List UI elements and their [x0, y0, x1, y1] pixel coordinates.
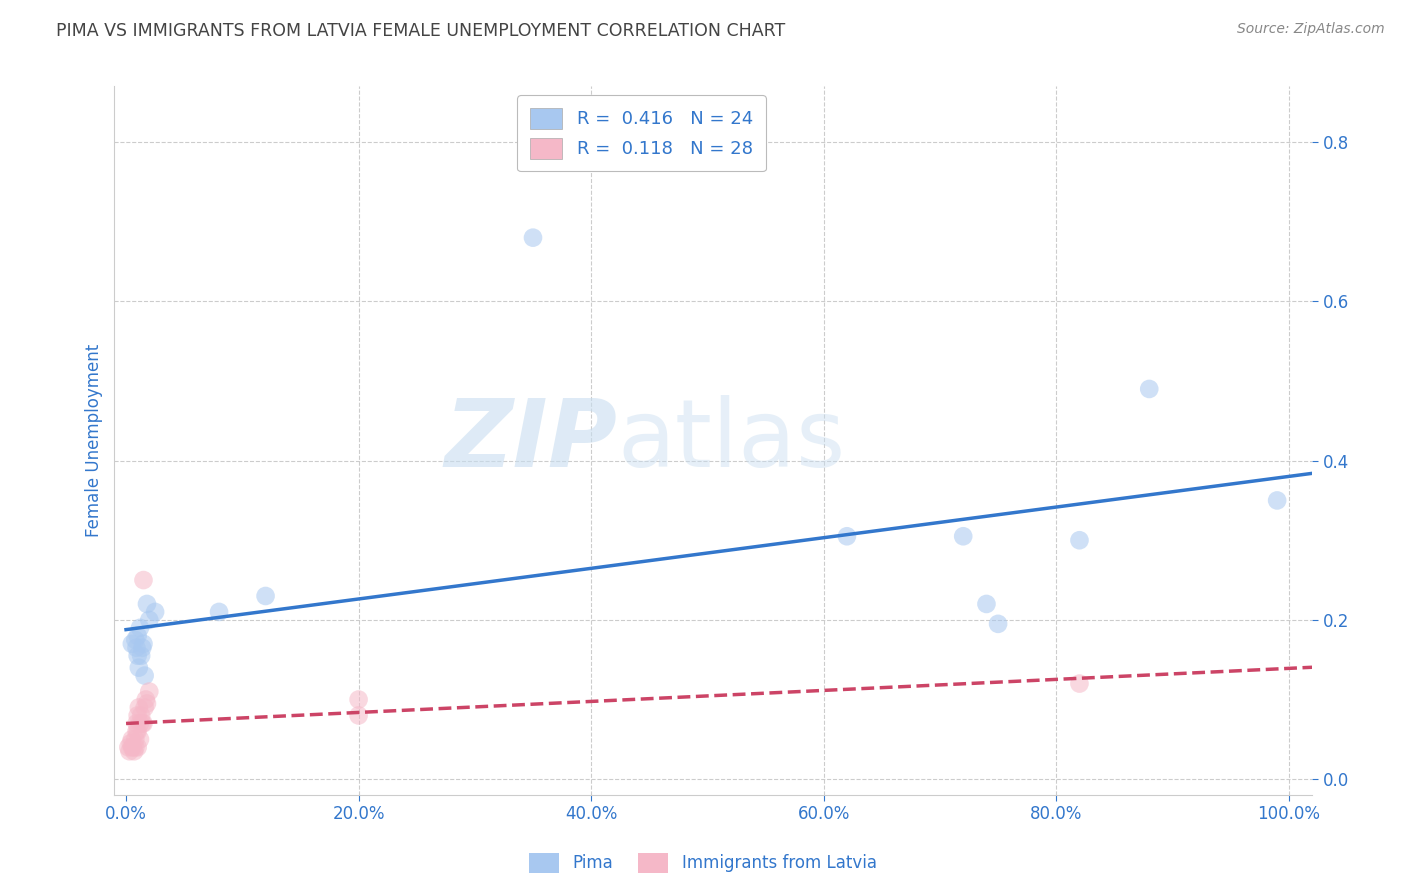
Legend: Pima, Immigrants from Latvia: Pima, Immigrants from Latvia	[523, 847, 883, 880]
Point	[125, 724, 148, 739]
Point	[135, 692, 157, 706]
Point	[136, 697, 159, 711]
Point	[1069, 676, 1091, 690]
Point	[208, 605, 231, 619]
Text: Source: ZipAtlas.com: Source: ZipAtlas.com	[1237, 22, 1385, 37]
Point	[1265, 493, 1288, 508]
Text: atlas: atlas	[617, 395, 845, 487]
Point	[121, 732, 143, 747]
Point	[127, 724, 149, 739]
Point	[1069, 533, 1091, 548]
Point	[127, 648, 149, 663]
Point	[127, 740, 149, 755]
Point	[132, 716, 155, 731]
Point	[1137, 382, 1160, 396]
Point	[347, 708, 370, 723]
Point	[121, 740, 143, 755]
Point	[120, 736, 142, 750]
Point	[118, 744, 141, 758]
Point	[987, 616, 1010, 631]
Point	[138, 684, 160, 698]
Point	[124, 632, 146, 647]
Point	[143, 605, 166, 619]
Point	[132, 637, 155, 651]
Point	[134, 700, 156, 714]
Text: PIMA VS IMMIGRANTS FROM LATVIA FEMALE UNEMPLOYMENT CORRELATION CHART: PIMA VS IMMIGRANTS FROM LATVIA FEMALE UN…	[56, 22, 786, 40]
Point	[117, 740, 139, 755]
Point	[129, 621, 152, 635]
Point	[976, 597, 998, 611]
Point	[952, 529, 974, 543]
Point	[127, 708, 149, 723]
Point	[347, 692, 370, 706]
Point	[134, 668, 156, 682]
Point	[129, 648, 152, 663]
Point	[127, 629, 149, 643]
Point	[128, 660, 150, 674]
Point	[122, 740, 145, 755]
Point	[124, 740, 146, 755]
Point	[125, 716, 148, 731]
Y-axis label: Female Unemployment: Female Unemployment	[86, 344, 103, 537]
Point	[128, 700, 150, 714]
Point	[121, 637, 143, 651]
Point	[125, 640, 148, 655]
Point	[129, 708, 152, 723]
Point	[522, 230, 544, 244]
Point	[835, 529, 858, 543]
Point	[129, 716, 152, 731]
Point	[122, 744, 145, 758]
Point	[129, 732, 152, 747]
Legend: R =  0.416   N = 24, R =  0.118   N = 28: R = 0.416 N = 24, R = 0.118 N = 28	[517, 95, 766, 171]
Point	[131, 716, 153, 731]
Text: ZIP: ZIP	[444, 395, 617, 487]
Point	[136, 597, 159, 611]
Point	[138, 613, 160, 627]
Point	[254, 589, 277, 603]
Point	[131, 640, 153, 655]
Point	[124, 732, 146, 747]
Point	[132, 573, 155, 587]
